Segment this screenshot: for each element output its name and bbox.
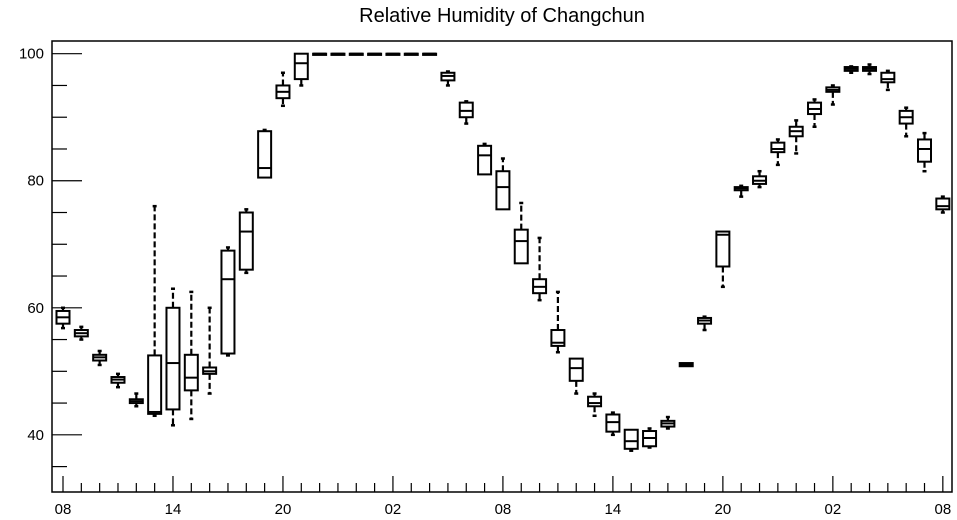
x-tick-label: 14 <box>165 501 182 518</box>
box-20 <box>422 52 438 56</box>
box-12 <box>275 71 291 108</box>
box-iqr <box>165 306 181 411</box>
box-iqr <box>623 428 639 450</box>
box-40 <box>788 119 804 155</box>
box-iqr <box>770 141 786 154</box>
x-tick-label: 08 <box>934 501 951 518</box>
box-13 <box>293 52 309 87</box>
box-30 <box>605 411 621 437</box>
y-axis: 40 60 80 100 <box>19 46 82 468</box>
box-31 <box>623 428 639 452</box>
box-28 <box>568 357 584 395</box>
x-axis: 08 14 20 02 08 14 20 02 08 <box>55 476 951 518</box>
box-iqr <box>220 249 236 355</box>
box-iqr <box>587 395 603 408</box>
box-iqr <box>293 52 309 81</box>
box-9 <box>220 246 236 357</box>
x-tick-label: 08 <box>495 501 512 518</box>
box-27 <box>550 290 566 354</box>
box-33 <box>660 415 676 430</box>
x-tick-label: 02 <box>825 501 842 518</box>
box-17 <box>367 52 383 56</box>
x-tick-label: 20 <box>275 501 292 518</box>
box-29 <box>587 392 603 418</box>
box-32 <box>642 427 658 449</box>
box-42 <box>825 84 841 106</box>
box-44 <box>862 63 878 76</box>
chart-title: Relative Humidity of Changchun <box>359 5 645 27</box>
box-5 <box>147 204 163 418</box>
box-11 <box>257 128 273 179</box>
box-series <box>55 52 951 452</box>
box-8 <box>202 306 218 395</box>
x-tick-label: 20 <box>715 501 732 518</box>
box-35 <box>697 315 713 332</box>
box-36 <box>715 230 731 289</box>
y-tick-label: 40 <box>27 427 44 444</box>
box-45 <box>880 69 896 92</box>
box-iqr <box>880 71 896 84</box>
box-37 <box>733 184 749 198</box>
box-4 <box>128 392 144 408</box>
box-iqr <box>183 353 199 392</box>
box-14 <box>312 52 328 56</box>
box-34 <box>678 362 694 368</box>
box-15 <box>330 52 346 56</box>
box-47 <box>917 131 933 173</box>
box-22 <box>458 100 474 125</box>
box-iqr <box>477 144 493 176</box>
box-iqr <box>917 138 933 163</box>
box-43 <box>843 65 859 75</box>
box-39 <box>770 138 786 167</box>
box-18 <box>385 52 401 56</box>
box-48 <box>935 195 951 214</box>
box-41 <box>807 98 823 129</box>
box-38 <box>752 169 768 189</box>
box-iqr <box>495 170 511 211</box>
x-tick-label: 08 <box>55 501 72 518</box>
box-19 <box>403 52 419 56</box>
box-25 <box>513 201 529 265</box>
box-iqr <box>935 197 951 211</box>
box-0 <box>55 306 71 330</box>
box-26 <box>532 236 548 302</box>
box-6 <box>165 287 181 427</box>
box-23 <box>477 142 493 176</box>
box-iqr <box>513 228 529 265</box>
box-46 <box>898 106 914 138</box>
box-10 <box>238 208 254 275</box>
box-iqr <box>147 354 163 415</box>
plot-frame <box>51 40 953 493</box>
box-21 <box>440 70 456 87</box>
box-iqr <box>568 357 584 382</box>
box-7 <box>183 290 199 421</box>
y-tick-label: 80 <box>27 173 44 190</box>
y-tick-label: 60 <box>27 300 44 317</box>
box-iqr <box>238 211 254 271</box>
y-tick-label: 100 <box>19 46 44 63</box>
x-tick-label: 14 <box>605 501 622 518</box>
x-tick-label: 02 <box>385 501 402 518</box>
box-24 <box>495 157 511 211</box>
box-iqr <box>257 130 273 179</box>
box-1 <box>73 325 89 341</box>
box-iqr <box>715 230 731 268</box>
box-3 <box>110 372 126 389</box>
box-16 <box>348 52 364 56</box>
box-2 <box>92 349 108 367</box>
